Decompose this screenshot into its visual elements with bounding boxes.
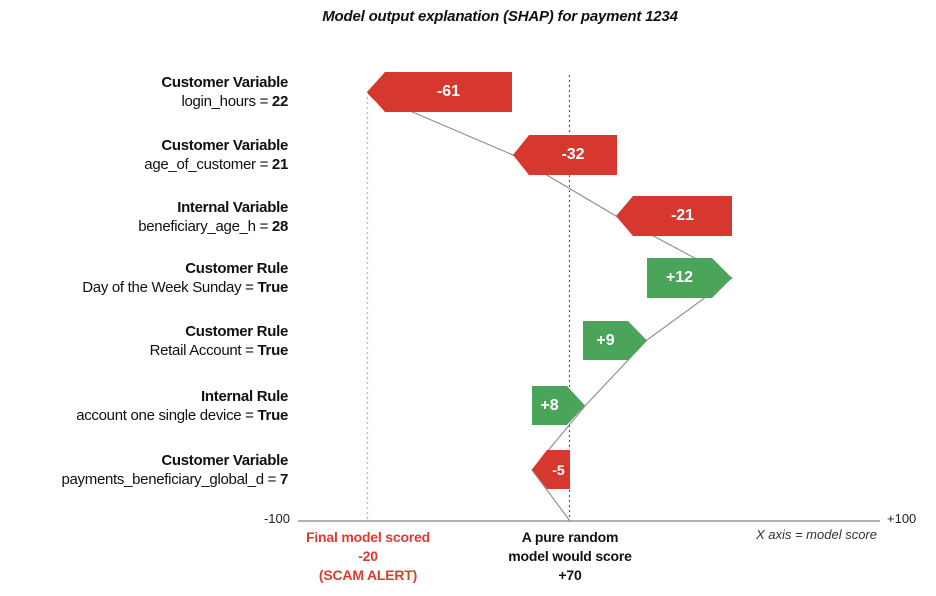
feature-label-single-device: Internal Rule account one single device … — [8, 387, 288, 425]
feature-category: Customer Variable — [161, 137, 288, 154]
feature-name: beneficiary_age_h — [138, 218, 256, 235]
chart-title-text: Model output explanation (SHAP) for paym… — [322, 8, 646, 25]
equals-sign: = — [241, 342, 258, 359]
feature-label-retail-account: Customer Rule Retail Account = True — [8, 322, 289, 360]
baseline-value: +70 — [558, 567, 582, 583]
feature-detail: login_hours = 22 — [8, 92, 288, 111]
feature-detail: Retail Account = True — [8, 341, 289, 360]
feature-value: 21 — [271, 156, 288, 173]
shap-value: -32 — [561, 146, 585, 163]
feature-category: Customer Variable — [161, 452, 288, 469]
equals-sign: = — [241, 279, 258, 296]
feature-category: Customer Rule — [185, 260, 288, 277]
baseline-annotation: A pure random model would score +70 — [470, 528, 670, 585]
shap-value: -61 — [436, 83, 461, 100]
feature-name: account one single device — [76, 407, 242, 424]
feature-name: age_of_customer — [144, 156, 256, 173]
final-score-value: -20 — [358, 548, 378, 564]
feature-label-day-of-week: Customer Rule Day of the Week Sunday = T… — [8, 259, 288, 297]
feature-value: True — [257, 279, 289, 296]
final-score-annotation: Final model scored -20 (SCAM ALERT) — [268, 528, 468, 585]
feature-value: True — [257, 407, 289, 424]
feature-value: 7 — [279, 471, 288, 488]
feature-label-payments-beneficiary: Customer Variable payments_beneficiary_g… — [8, 451, 288, 489]
feature-detail: age_of_customer = 21 — [8, 155, 288, 174]
feature-category: Customer Variable — [161, 74, 288, 91]
feature-value: 22 — [271, 93, 288, 110]
payment-id: 1234 — [645, 8, 678, 25]
feature-name: payments_beneficiary_global_d — [61, 471, 264, 488]
shap-bar-negative-61: -61 — [367, 72, 512, 112]
feature-detail: Day of the Week Sunday = True — [8, 278, 288, 297]
x-axis-caption: X axis = model score — [755, 527, 877, 542]
baseline-line2: model would score — [508, 548, 632, 564]
feature-name: Day of the Week Sunday — [82, 279, 242, 296]
x-axis-max-label: +100 — [887, 511, 917, 526]
baseline-line1: A pure random — [521, 529, 619, 545]
feature-name: Retail Account — [149, 342, 242, 359]
feature-detail: beneficiary_age_h = 28 — [8, 217, 288, 236]
feature-label-login-hours: Customer Variable login_hours = 22 — [8, 73, 288, 111]
equals-sign: = — [263, 471, 280, 488]
x-axis-min-label: -100 — [263, 511, 290, 526]
feature-category: Customer Rule — [185, 323, 288, 340]
feature-category: Internal Variable — [177, 199, 288, 216]
equals-sign: = — [255, 218, 272, 235]
feature-category: Internal Rule — [201, 388, 288, 405]
feature-label-beneficiary-age: Internal Variable beneficiary_age_h = 28 — [8, 198, 288, 236]
feature-label-age-of-customer: Customer Variable age_of_customer = 21 — [8, 136, 288, 174]
shap-value: -5 — [552, 461, 565, 478]
shap-bar-negative-21: -21 — [616, 196, 732, 236]
equals-sign: = — [255, 93, 272, 110]
equals-sign: = — [241, 407, 258, 424]
shap-bar-positive-12: +12 — [647, 258, 732, 298]
scam-alert-label: (SCAM ALERT) — [318, 567, 418, 583]
shap-bar-negative-32: -32 — [513, 135, 617, 175]
feature-name: login_hours — [181, 93, 256, 110]
shap-value: +12 — [665, 269, 694, 286]
feature-detail: account one single device = True — [8, 406, 288, 425]
chart-title: Model output explanation (SHAP) for paym… — [230, 8, 770, 25]
shap-value: +8 — [540, 396, 559, 414]
feature-detail: payments_beneficiary_global_d = 7 — [8, 470, 288, 489]
final-score-line1: Final model scored — [306, 529, 430, 545]
equals-sign: = — [255, 156, 272, 173]
feature-value: True — [257, 342, 289, 359]
shap-value: -21 — [670, 207, 695, 224]
feature-value: 28 — [271, 218, 288, 235]
shap-value: +9 — [596, 331, 615, 349]
